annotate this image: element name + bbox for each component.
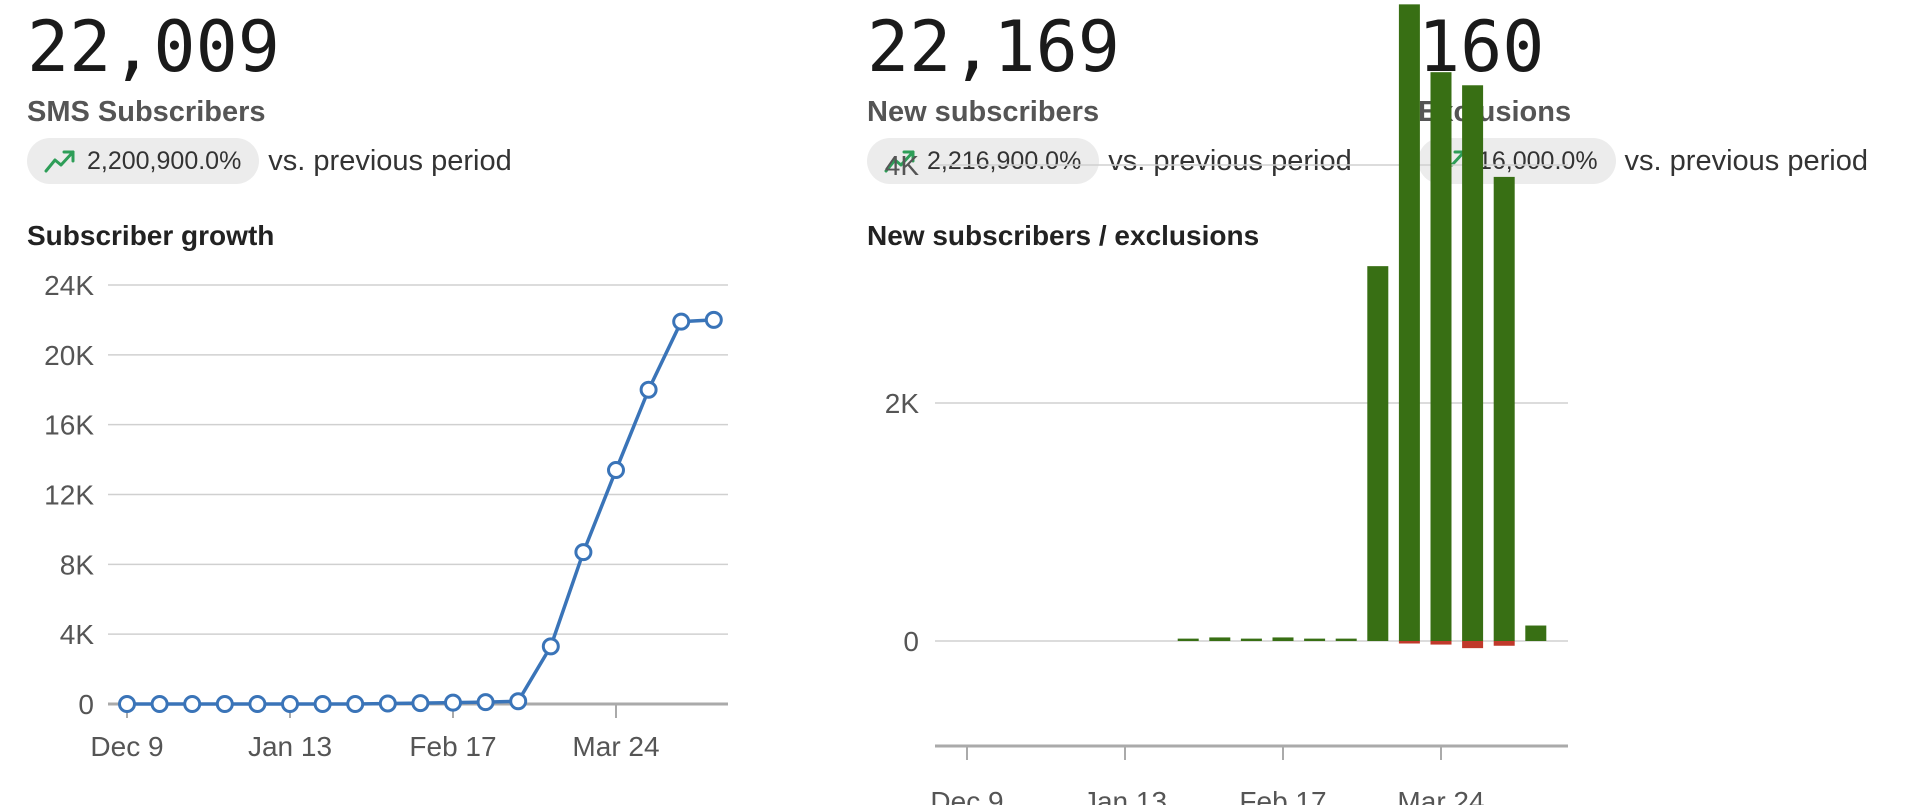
bar-exclusions	[1398, 641, 1420, 644]
data-point	[607, 461, 625, 480]
bar-exclusions	[1462, 641, 1484, 649]
change-row: 2,216,900.0% vs. previous period	[867, 138, 1352, 184]
data-point	[639, 380, 658, 399]
data-point	[215, 695, 234, 713]
bar-new-subscribers	[1398, 4, 1420, 642]
x-tick-label: Jan 13	[1083, 786, 1167, 805]
x-tick-label: Feb 17	[409, 731, 496, 762]
bar-new-subscribers	[1525, 625, 1547, 641]
change-row: 2,200,900.0% vs. previous period	[27, 138, 512, 184]
y-tick-label: 24K	[44, 270, 94, 301]
subscriber-growth-chart: 0 4K 8K 12K 16K 20K 24K Dec 9 Jan 13 Feb 17 Mar 24	[44, 270, 728, 762]
data-point	[183, 695, 202, 713]
metric-label: SMS Subscribers	[27, 96, 266, 128]
change-badge: 2,216,900.0%	[867, 138, 1100, 184]
data-point	[313, 695, 332, 713]
data-point	[150, 695, 169, 713]
x-tick-label: Dec 9	[90, 731, 163, 762]
y-tick-label: 4K	[60, 619, 95, 650]
x-tick-label: Jan 13	[248, 731, 332, 762]
bar-new-subscribers	[1240, 638, 1262, 641]
bar-new-subscribers	[1304, 638, 1326, 641]
data-point	[672, 312, 691, 331]
change-suffix: vs. previous period	[1108, 144, 1352, 177]
change-percent: 2,216,900.0%	[927, 146, 1082, 175]
y-tick-label: 4K	[885, 150, 920, 181]
y-tick-label: 8K	[60, 549, 95, 580]
bar-new-subscribers	[1209, 637, 1231, 641]
data-point	[574, 543, 593, 562]
chart-title-new-subscribers-exclusions: New subscribers / exclusions	[867, 220, 1260, 251]
change-badge: 2,200,900.0%	[27, 138, 260, 184]
bar-exclusions	[1493, 641, 1515, 646]
y-tick-label: 12K	[44, 480, 94, 511]
change-suffix: vs. previous period	[268, 144, 512, 177]
chart-title-subscriber-growth: Subscriber growth	[27, 220, 275, 251]
x-tick-label: Mar 24	[1397, 786, 1484, 805]
change-percent: 2,200,900.0%	[87, 146, 242, 175]
data-point	[118, 695, 136, 713]
bar-new-subscribers	[1335, 638, 1357, 641]
data-point	[476, 693, 495, 712]
y-tick-label: 0	[903, 626, 919, 657]
change-suffix: vs. previous period	[1624, 144, 1868, 177]
data-point	[704, 310, 723, 329]
x-tick-label: Dec 9	[930, 786, 1003, 805]
data-point	[281, 695, 299, 713]
data-point	[248, 695, 267, 713]
y-tick-label: 2K	[885, 388, 920, 419]
data-point	[346, 695, 365, 713]
bar-new-subscribers	[1272, 637, 1294, 641]
bar-exclusions	[1430, 641, 1452, 645]
bar-new-subscribers	[1462, 85, 1484, 641]
metric-value: 22,169	[867, 6, 1120, 88]
bar-new-subscribers	[1177, 638, 1199, 641]
x-tick-label: Feb 17	[1239, 786, 1326, 805]
y-tick-label: 20K	[44, 340, 94, 371]
metric-label: New subscribers	[867, 96, 1100, 128]
data-point	[509, 692, 528, 711]
y-tick-label: 0	[78, 689, 94, 720]
metric-value: 160	[1418, 6, 1545, 88]
y-tick-label: 16K	[44, 410, 94, 441]
bar-new-subscribers	[1367, 266, 1389, 641]
data-point	[541, 637, 560, 656]
data-point	[444, 693, 462, 712]
x-tick-label: Mar 24	[572, 731, 659, 762]
change-percent: 16,000.0%	[1478, 146, 1598, 175]
metric-value: 22,009	[27, 6, 280, 88]
trend-up-icon	[44, 150, 75, 173]
data-point	[378, 694, 397, 713]
data-point	[411, 694, 430, 713]
bar-new-subscribers	[1430, 72, 1452, 642]
bar-new-subscribers	[1493, 176, 1515, 641]
trend-up-icon	[884, 150, 915, 173]
